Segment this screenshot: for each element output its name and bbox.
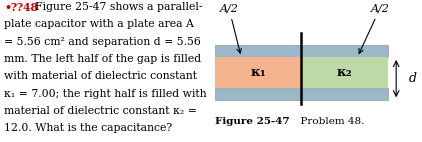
Text: d: d [409, 72, 417, 85]
Text: = 5.56 cm² and separation d = 5.56: = 5.56 cm² and separation d = 5.56 [4, 37, 201, 47]
Text: κ₁ = 7.00; the right half is filled with: κ₁ = 7.00; the right half is filled with [4, 89, 207, 99]
Text: plate capacitor with a plate area A: plate capacitor with a plate area A [4, 19, 194, 29]
Text: Figure 25-47: Figure 25-47 [215, 117, 290, 126]
Text: A/2: A/2 [359, 4, 389, 53]
Text: κ₂: κ₂ [337, 66, 352, 79]
Text: A/2: A/2 [220, 4, 241, 53]
Bar [301, 57, 387, 88]
Text: Figure 25-47 shows a parallel-: Figure 25-47 shows a parallel- [35, 2, 202, 12]
Bar [215, 57, 301, 88]
Bar [215, 45, 387, 57]
Text: κ₁: κ₁ [251, 66, 266, 79]
Text: 12.0. What is the capacitance?: 12.0. What is the capacitance? [4, 123, 172, 133]
Text: material of dielectric constant κ₂ =: material of dielectric constant κ₂ = [4, 106, 197, 116]
Text: with material of dielectric constant: with material of dielectric constant [4, 71, 197, 81]
Text: mm. The left half of the gap is filled: mm. The left half of the gap is filled [4, 54, 201, 64]
Text: •⁇48: •⁇48 [4, 2, 38, 13]
Bar [215, 88, 387, 100]
Text: Problem 48.: Problem 48. [294, 117, 364, 126]
